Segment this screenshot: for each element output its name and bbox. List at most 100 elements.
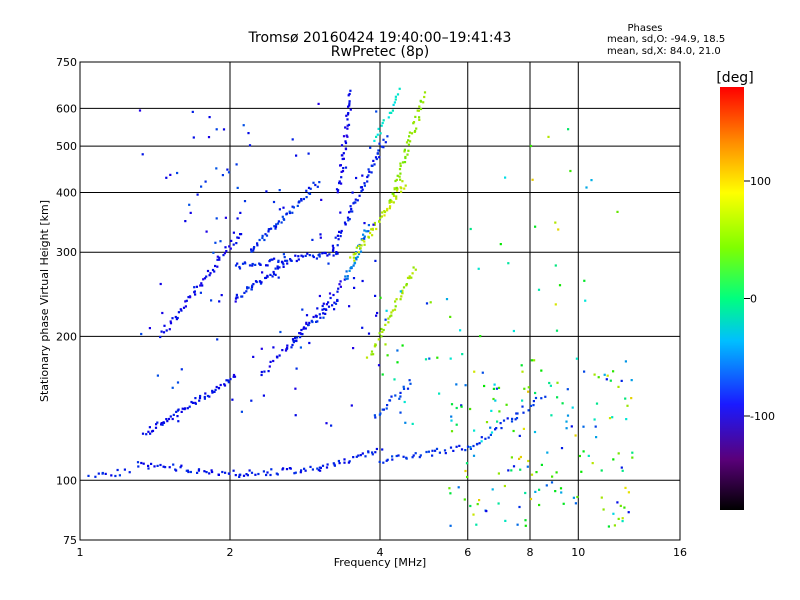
data-point: [323, 307, 326, 311]
data-point: [382, 328, 385, 332]
data-point: [478, 442, 481, 445]
data-point: [405, 456, 408, 459]
data-point: [268, 365, 271, 368]
data-point: [321, 304, 324, 308]
data-point: [291, 338, 295, 341]
data-point: [188, 405, 191, 408]
data-point: [582, 425, 585, 428]
data-point: [547, 135, 550, 138]
data-point: [318, 294, 321, 298]
data-point: [389, 198, 392, 202]
data-point: [381, 121, 384, 125]
data-point: [272, 359, 275, 363]
data-point: [266, 264, 269, 267]
data-point: [335, 251, 338, 254]
data-point: [348, 269, 351, 272]
data-point: [219, 240, 222, 243]
data-point: [469, 446, 472, 449]
data-point: [177, 408, 180, 411]
data-point: [423, 91, 427, 94]
data-point: [284, 259, 287, 262]
data-point: [347, 219, 350, 222]
data-point: [556, 396, 559, 399]
data-point: [161, 423, 164, 426]
data-point: [407, 143, 410, 146]
data-point: [362, 237, 366, 240]
data-point: [401, 291, 404, 294]
data-point: [243, 200, 247, 203]
data-point: [450, 415, 453, 418]
data-point: [373, 163, 376, 166]
colorbar-label: [deg]: [716, 70, 753, 86]
data-point: [339, 235, 342, 238]
data-point: [350, 266, 353, 269]
colorbar-tick-label: 0: [750, 293, 757, 306]
data-point: [286, 344, 289, 347]
plot-frame: [79, 61, 681, 541]
data-point: [301, 255, 305, 258]
data-point: [355, 246, 358, 249]
data-point: [393, 187, 396, 190]
data-point: [348, 92, 351, 96]
data-point: [527, 409, 530, 412]
data-point: [150, 462, 153, 465]
data-point: [362, 233, 365, 236]
data-point: [148, 426, 151, 429]
data-point: [393, 378, 396, 381]
data-point: [179, 466, 182, 469]
data-point: [286, 346, 289, 349]
data-point: [232, 243, 235, 246]
data-point: [533, 430, 537, 434]
data-point: [560, 447, 564, 450]
data-point: [337, 238, 340, 241]
data-point: [181, 407, 184, 410]
data-point: [347, 94, 350, 97]
data-point: [401, 161, 405, 164]
data-point: [412, 266, 415, 269]
data-point: [101, 471, 104, 475]
data-point: [402, 455, 405, 458]
data-point: [169, 415, 172, 418]
data-point: [379, 132, 382, 135]
data-point: [369, 146, 372, 149]
data-point: [390, 311, 393, 314]
data-point: [278, 266, 281, 269]
data-point: [208, 472, 211, 475]
data-point: [583, 279, 586, 282]
data-point: [512, 465, 516, 468]
data-point: [205, 471, 208, 474]
data-point: [275, 223, 278, 226]
data-point: [346, 216, 350, 219]
data-point: [312, 181, 315, 184]
data-point: [176, 171, 179, 175]
data-point: [354, 198, 357, 201]
data-point: [530, 359, 533, 362]
data-point: [153, 465, 156, 468]
data-point: [218, 258, 221, 261]
data-point: [631, 451, 634, 454]
data-point: [540, 369, 543, 372]
data-point: [372, 353, 375, 356]
data-point: [244, 262, 247, 265]
data-point: [478, 499, 481, 502]
data-point: [302, 197, 305, 201]
data-point: [343, 458, 346, 461]
legend-title: Phases: [627, 23, 662, 34]
data-point: [248, 144, 252, 147]
data-point: [352, 347, 355, 350]
data-point: [308, 254, 311, 257]
data-point: [242, 474, 246, 477]
data-point: [527, 390, 530, 393]
data-point: [404, 155, 407, 159]
data-point: [294, 387, 297, 390]
data-point: [227, 472, 230, 475]
data-point: [203, 395, 206, 399]
data-point: [179, 308, 182, 311]
data-point: [538, 488, 541, 491]
data-point: [330, 424, 333, 427]
data-point: [510, 420, 514, 423]
data-point: [625, 418, 628, 421]
data-point: [194, 397, 197, 400]
data-point: [277, 220, 280, 223]
data-point: [252, 283, 255, 286]
